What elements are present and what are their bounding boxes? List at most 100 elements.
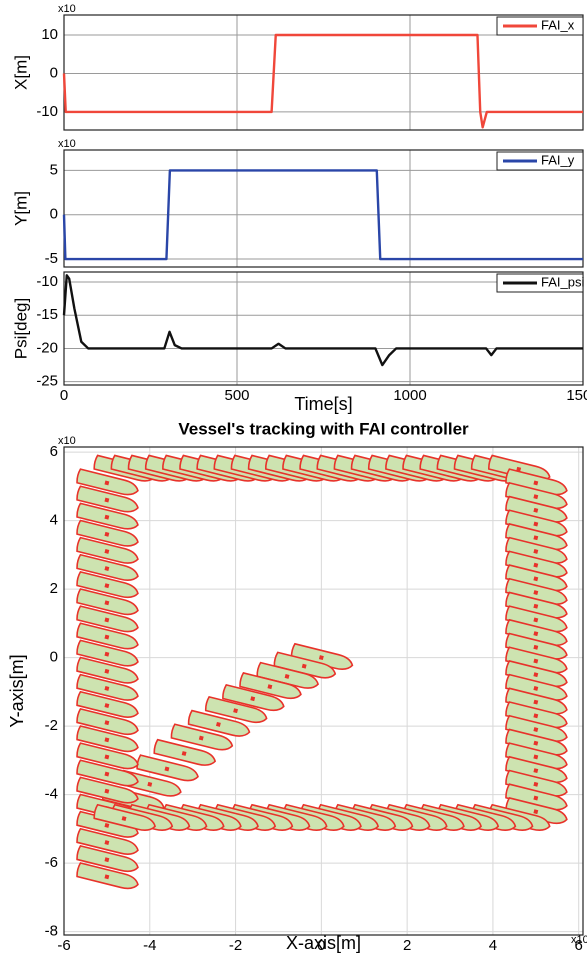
vessel-center [533,521,539,527]
x-tick-label: 4 [489,937,497,954]
vessel-center [104,754,110,760]
data-line [62,274,583,367]
y-tick-label: -10 [36,273,58,290]
vessel [76,570,139,599]
vessel [76,536,139,564]
y-tick-label: -5 [45,250,58,267]
vessel-center [533,562,539,568]
vessel [76,502,139,530]
y-tick-label: -25 [36,373,58,390]
legend-label: FAI_psi [541,274,584,289]
vessel [505,687,568,715]
vessel-center [533,809,539,815]
vessel [76,605,139,633]
vessel-center [104,668,110,674]
vessel-center [533,535,539,541]
x-tick-label: 1000 [393,387,426,404]
vessel-center [104,822,110,828]
vessel [273,651,337,679]
y-tick-label: -8 [45,923,58,940]
vessel [76,639,139,667]
vessel-center [104,771,110,777]
vessel [505,755,568,784]
vessel [505,714,568,742]
chart-title: Vessel's tracking with FAI controller [178,419,469,438]
vessel-center [533,754,539,760]
vessel [505,701,568,729]
vessel-center [533,603,539,609]
vessel [505,481,568,510]
data-line [62,169,583,261]
vessel-center [533,644,539,650]
vessel [187,709,251,737]
vessel-center [104,600,110,606]
y-tick-label: 6 [50,443,58,460]
vessel [505,796,568,825]
legend-box [496,151,584,171]
vessel-center [121,816,127,821]
vessel [505,673,568,701]
y-tick-label: 4 [50,512,58,529]
vessel-center [104,720,110,726]
vessel [505,646,568,674]
vessel-center [533,740,539,746]
vessel [76,553,139,581]
vessel [505,659,568,688]
vessel-center [104,634,110,640]
legend-label: FAI_x [541,17,575,32]
vessel [239,671,302,700]
y-tick-label: 0 [50,206,58,223]
y-tick-label: 10 [41,26,58,43]
y-tick-label: 2 [50,580,58,597]
y-axis-label: X[m] [11,55,30,90]
vessel [505,509,568,537]
vessel [76,759,139,787]
vessel-center [104,480,110,486]
vessel-center [104,549,110,554]
y-axis-label: Y-axis[m] [7,654,27,727]
vessel [290,642,354,671]
vessel-center [533,480,539,486]
vessel-center [301,663,307,669]
y-tick-label: -2 [45,717,58,734]
vessel [505,605,568,633]
x-tick-label: 0 [60,387,68,404]
vessel [76,519,139,547]
x-tick-label: 0 [317,937,325,954]
vessel-center [267,684,273,690]
vessel [222,683,285,712]
vessel-center [215,721,221,727]
plot-frame [63,446,584,936]
vessel-center [533,781,539,787]
vessel-center [533,590,539,595]
x-axis-label: Time[s] [294,394,352,414]
vessel-center [533,686,539,691]
vessel-center [250,696,256,702]
legend-label: FAI_y [541,152,575,167]
y-tick-label: -15 [36,306,58,323]
y-axis-label: Y[m] [11,191,30,226]
y-tick-label: -10 [36,103,58,120]
x-tick-label: -4 [143,937,156,954]
legend-box [496,16,584,36]
vessel-center [104,840,110,845]
vessel [505,523,568,551]
vessel [76,690,139,718]
vessel [505,769,568,797]
vessel-center [233,708,238,714]
vessel-center [533,713,539,719]
vessel [505,495,568,523]
vessel [256,661,319,689]
vessel [76,742,139,770]
vessel [76,776,139,804]
plot-frame [63,271,584,386]
vessel [505,742,568,770]
y-tick-label: -6 [45,854,58,871]
y-tick-label: 0 [50,649,58,666]
vessel-center [533,658,539,664]
vessel-center [104,788,110,794]
vessel-center [533,672,539,678]
legend-box [496,273,584,293]
vessel-center [284,674,290,679]
